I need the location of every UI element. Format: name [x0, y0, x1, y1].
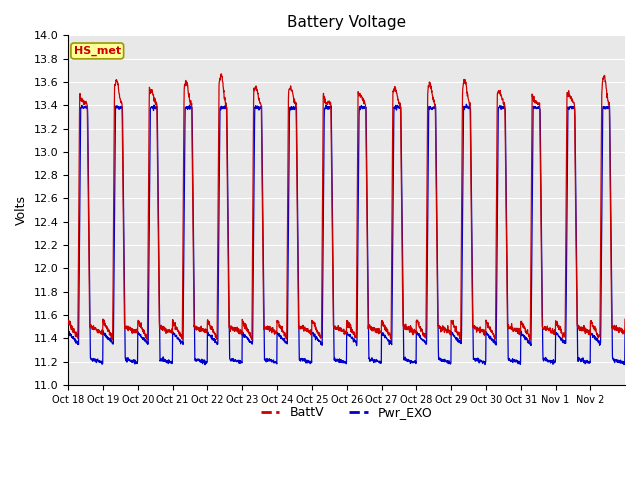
Legend: BattV, Pwr_EXO: BattV, Pwr_EXO: [255, 401, 438, 424]
Title: Battery Voltage: Battery Voltage: [287, 15, 406, 30]
Text: HS_met: HS_met: [74, 46, 121, 56]
Y-axis label: Volts: Volts: [15, 195, 28, 225]
